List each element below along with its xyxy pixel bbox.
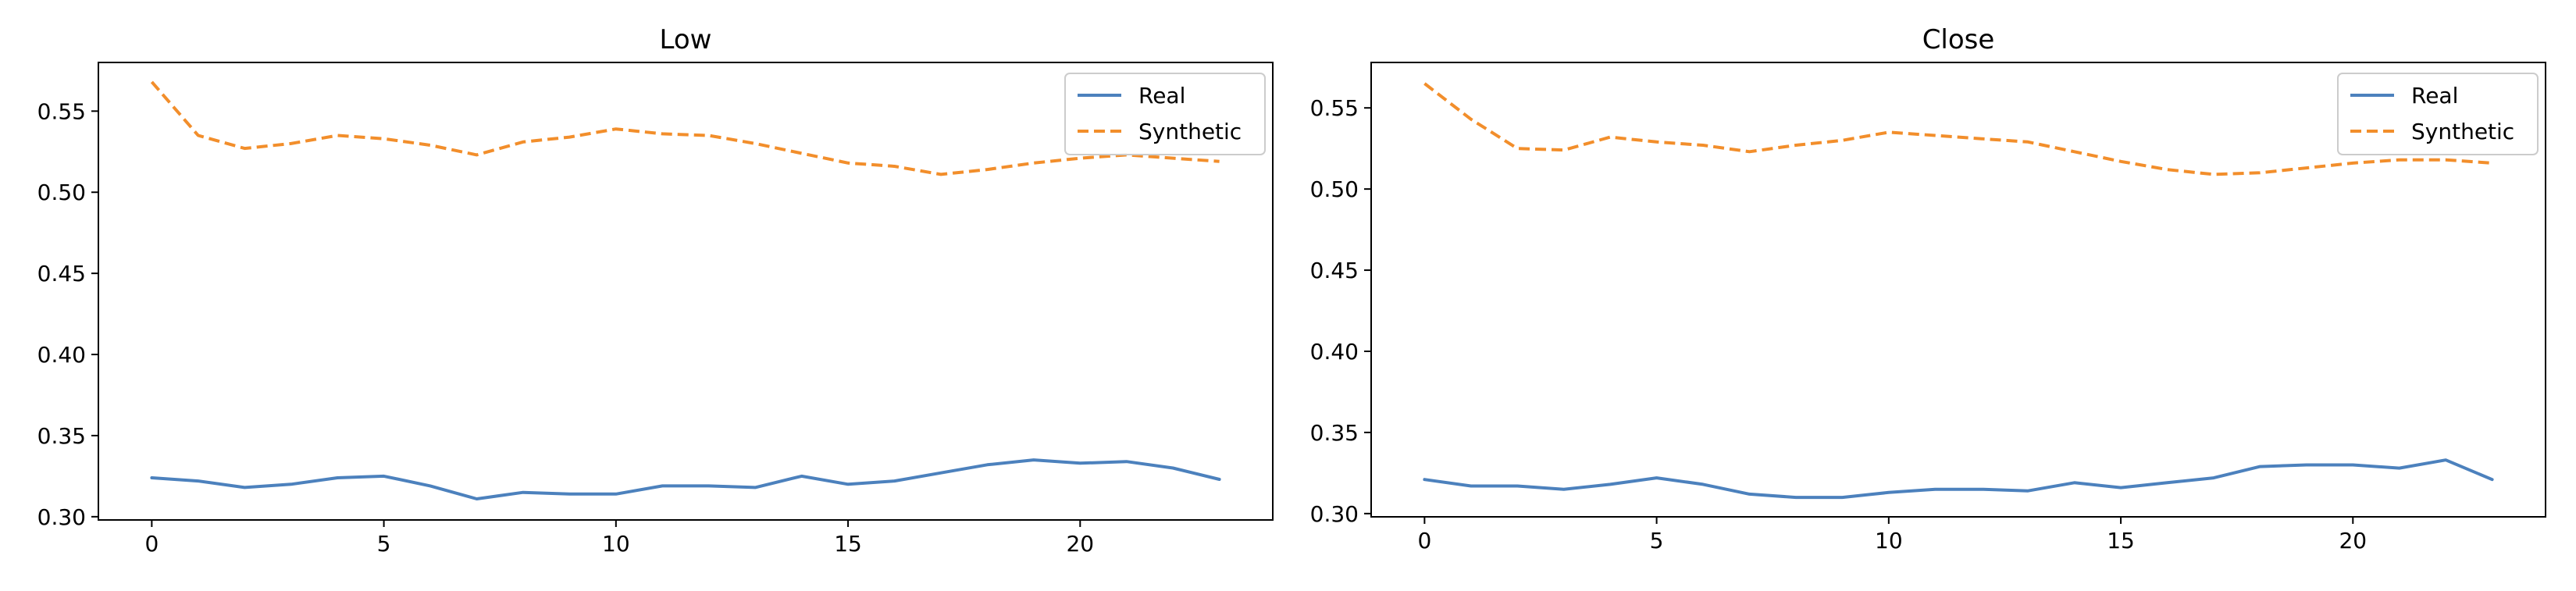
close-y-tick-label: 0.50 [1310, 176, 1359, 202]
close-y-tick-label: 0.55 [1310, 95, 1359, 121]
close-x-tick-label: 0 [1417, 528, 1431, 554]
close-legend-synthetic-label: Synthetic [2411, 119, 2514, 144]
close-x-tick-label: 15 [2107, 528, 2135, 554]
low-y-tick-label: 0.30 [37, 504, 86, 530]
low-y-tick-label: 0.45 [37, 261, 86, 287]
low-y-tick-label: 0.40 [37, 342, 86, 368]
low-chart-plot-frame [98, 62, 1274, 521]
low-synthetic-series-line [150, 80, 1220, 176]
close-x-tick-label: 20 [2339, 528, 2367, 554]
close-chart-lines [1423, 82, 2494, 500]
low-y-tick-label: 0.55 [37, 98, 86, 124]
low-chart-lines [150, 80, 1221, 500]
low-chart-title: Low [660, 24, 712, 55]
low-x-tick-label: 20 [1066, 531, 1094, 557]
close-chart-legend: Real Synthetic [2337, 73, 2539, 155]
low-legend-synthetic-label: Synthetic [1138, 119, 1242, 144]
low-legend-real-label: Real [1138, 83, 1185, 109]
close-y-tick-label: 0.30 [1310, 501, 1359, 527]
low-x-tick-label: 10 [602, 531, 630, 557]
low-y-tick-label: 0.50 [37, 180, 86, 205]
low-x-tick-label: 0 [144, 531, 159, 557]
close-chart-panel: Close 0 5 10 15 20 0.30 0.35 0.40 0.45 0.50 0.55 R… [1310, 24, 2546, 554]
close-y-tick-label: 0.40 [1310, 339, 1359, 365]
close-y-tick-label: 0.35 [1310, 420, 1359, 446]
low-x-tick-label: 15 [834, 531, 862, 557]
close-real-series-line [1423, 458, 2494, 500]
close-legend-real-label: Real [2411, 83, 2458, 109]
close-chart-plot-frame [1370, 62, 2546, 518]
close-x-tick-label: 10 [1875, 528, 1903, 554]
low-chart-axes: 0 5 10 15 20 0.30 0.35 0.40 0.45 0.50 0.55 [37, 98, 1094, 557]
low-chart-panel: Low 0 5 10 15 20 0.30 0.35 0.40 0.45 0.50 0.55 Rea… [37, 24, 1274, 557]
close-chart-title: Close [1922, 24, 1995, 55]
close-x-tick-label: 5 [1650, 528, 1664, 554]
low-chart-legend: Real Synthetic [1064, 73, 1266, 155]
low-x-tick-label: 5 [377, 531, 391, 557]
close-chart-axes: 0 5 10 15 20 0.30 0.35 0.40 0.45 0.50 0.55 [1310, 95, 2367, 554]
close-y-tick-label: 0.45 [1310, 258, 1359, 283]
low-y-tick-label: 0.35 [37, 423, 86, 449]
low-real-series-line [150, 458, 1221, 500]
close-synthetic-series-line [1423, 82, 2492, 176]
